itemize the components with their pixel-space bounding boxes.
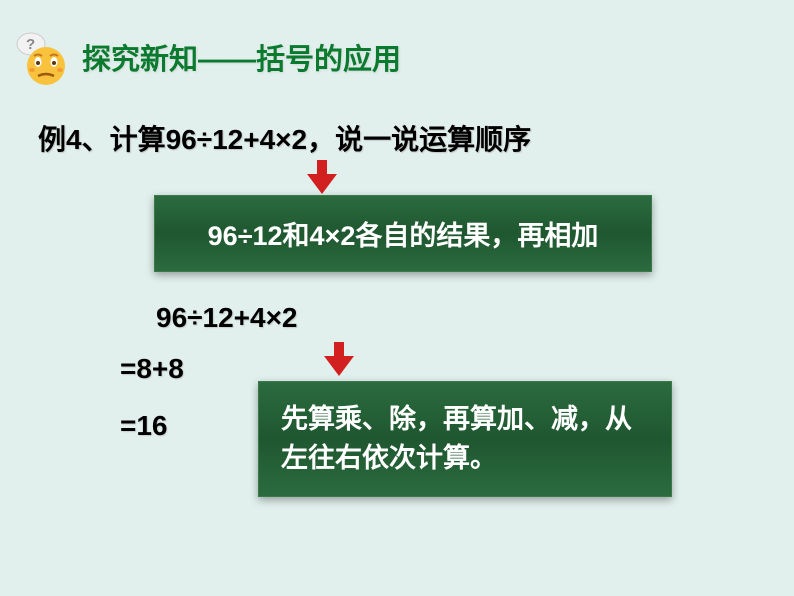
svg-text:?: ?	[26, 36, 35, 53]
down-arrow-icon	[324, 342, 354, 381]
down-arrow-icon	[307, 160, 337, 199]
expression-line: 96÷12+4×2	[156, 302, 298, 334]
rule-box: 先算乘、除，再算加、减，从左往右依次计算。	[258, 381, 672, 497]
confused-emoji-icon: ?	[14, 30, 72, 88]
example-text: 例4、计算96÷12+4×2，说一说运算顺序	[38, 118, 531, 158]
section-title: 探究新知——括号的应用	[82, 36, 401, 78]
explanation-box-1: 96÷12和4×2各自的结果，再相加	[154, 195, 652, 272]
calc-step-2: =16	[120, 410, 168, 442]
calc-step-1: =8+8	[120, 353, 184, 385]
